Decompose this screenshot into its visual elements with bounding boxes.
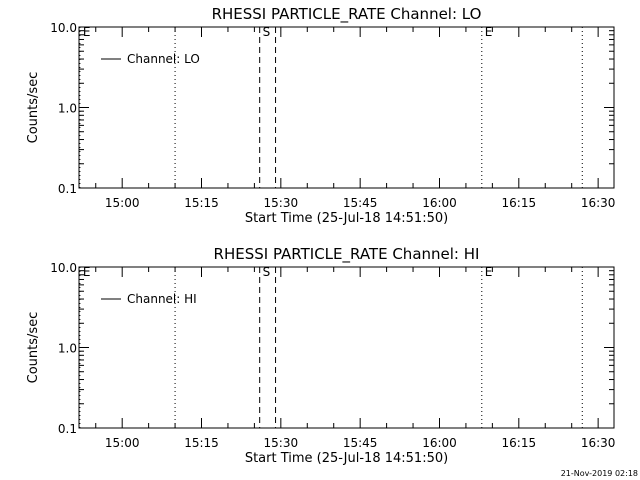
- x-tick-label: 15:30: [264, 436, 299, 450]
- y-tick-label: 1.0: [58, 342, 77, 356]
- x-tick-label: 15:00: [105, 436, 140, 450]
- x-tick-label: 16:15: [502, 436, 537, 450]
- chart-title: RHESSI PARTICLE_RATE Channel: LO: [212, 5, 482, 24]
- footer-timestamp: 21-Nov-2019 02:18: [561, 469, 638, 478]
- panel-hi: RHESSI PARTICLE_RATE Channel: HI Counts/s…: [26, 245, 615, 466]
- x-axis-label: Start Time (25-Jul-18 14:51:50): [245, 211, 448, 226]
- x-tick-label: 16:00: [422, 436, 457, 450]
- y-tick-label: 10.0: [50, 261, 77, 275]
- y-tick-label: 0.1: [58, 422, 77, 436]
- marker-label: E: [83, 25, 91, 39]
- marker-label: S: [263, 25, 271, 39]
- y-tick-label: 1.0: [58, 102, 77, 116]
- y-axis-label: Counts/sec: [26, 312, 41, 384]
- x-tick-label: 15:00: [105, 196, 140, 210]
- legend-label: Channel: HI: [127, 292, 197, 306]
- chart-title: RHESSI PARTICLE_RATE Channel: HI: [214, 245, 480, 264]
- x-tick-label: 15:45: [343, 196, 378, 210]
- y-tick-label: 10.0: [50, 21, 77, 35]
- x-tick-label: 16:30: [581, 436, 616, 450]
- marker-label: E: [485, 265, 493, 279]
- marker-label: E: [83, 265, 91, 279]
- x-tick-label: 15:15: [184, 196, 219, 210]
- x-tick-label: 15:15: [184, 436, 219, 450]
- y-axis-label: Counts/sec: [26, 72, 41, 144]
- legend-label: Channel: LO: [127, 52, 200, 66]
- panel-lo: RHESSI PARTICLE_RATE Channel: LO Counts/s…: [26, 5, 615, 226]
- marker-label: S: [263, 265, 271, 279]
- y-tick-label: 0.1: [58, 182, 77, 196]
- x-tick-label: 15:30: [264, 196, 299, 210]
- x-axis-label: Start Time (25-Jul-18 14:51:50): [245, 451, 448, 466]
- x-tick-label: 16:00: [422, 196, 457, 210]
- marker-label: E: [485, 25, 493, 39]
- x-tick-label: 15:45: [343, 436, 378, 450]
- x-tick-label: 16:15: [502, 196, 537, 210]
- x-tick-label: 16:30: [581, 196, 616, 210]
